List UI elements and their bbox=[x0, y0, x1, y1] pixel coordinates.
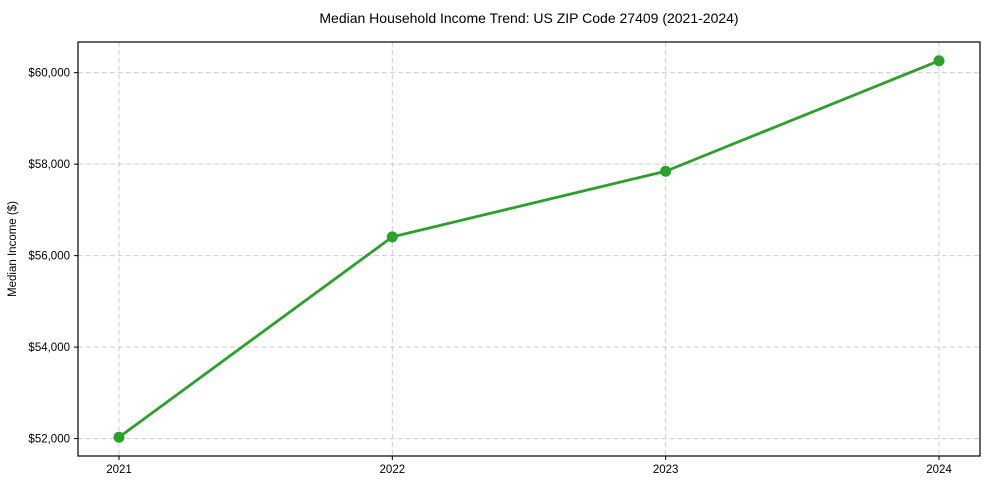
y-tick-label: $52,000 bbox=[28, 434, 70, 446]
data-point-marker bbox=[933, 55, 945, 67]
plot-border bbox=[77, 41, 981, 457]
grid-layer bbox=[78, 42, 980, 456]
trend-line-series bbox=[113, 55, 945, 443]
trend-line bbox=[117, 59, 941, 439]
x-tick-label: 2021 bbox=[106, 464, 132, 476]
y-tick-label: $54,000 bbox=[28, 342, 70, 354]
y-axis-label: Median Income ($) bbox=[7, 201, 19, 297]
data-point-marker bbox=[660, 165, 672, 177]
y-tick-label: $58,000 bbox=[28, 159, 70, 171]
x-tick-label: 2023 bbox=[653, 464, 679, 476]
data-point-marker bbox=[113, 431, 125, 443]
x-tick-label: 2024 bbox=[926, 464, 952, 476]
chart-title: Median Household Income Trend: US ZIP Co… bbox=[319, 10, 738, 26]
y-tick-label: $56,000 bbox=[28, 251, 70, 263]
data-point-marker bbox=[386, 231, 398, 243]
x-tick-label: 2022 bbox=[380, 464, 406, 476]
axes-layer: 2021 2022 2023 2024 $52,000 $54,000 $56,000 $58… bbox=[28, 41, 981, 476]
y-tick-label: $60,000 bbox=[28, 68, 70, 80]
